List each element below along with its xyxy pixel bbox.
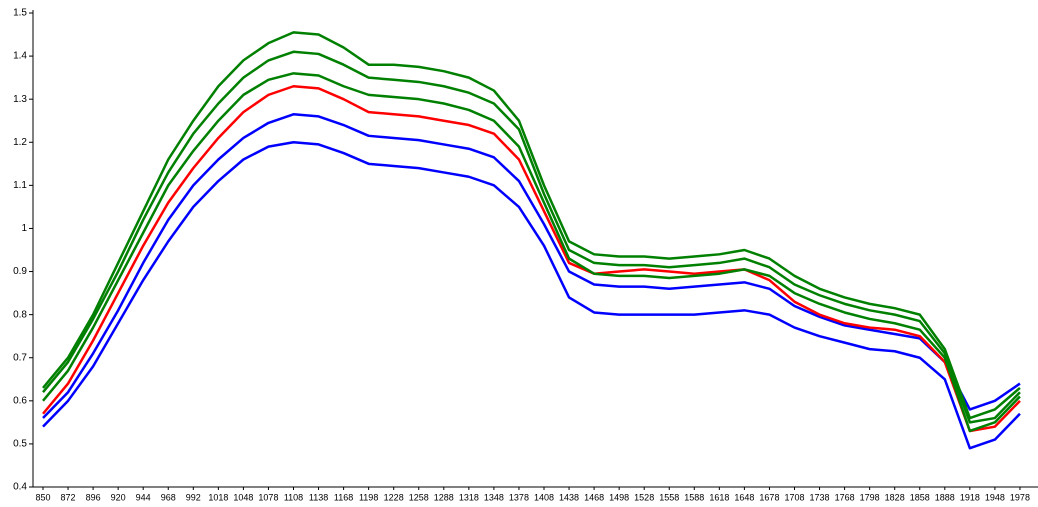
x-tick-label: 1348 — [484, 492, 504, 502]
x-tick-label: 1648 — [734, 492, 754, 502]
x-tick-label: 1528 — [634, 492, 654, 502]
x-tick-label: 1948 — [985, 492, 1005, 502]
spectrum-line — [42, 50, 1021, 424]
spectrum-line — [42, 141, 1021, 450]
x-tick-label: 1258 — [409, 492, 429, 502]
x-tick-label: 896 — [86, 492, 101, 502]
y-tick-label: 0.4 — [13, 482, 27, 493]
y-tick-label: 0.6 — [13, 395, 27, 406]
spectrum-line — [42, 72, 1021, 433]
y-tick-label: 1.2 — [13, 137, 27, 148]
y-tick-label: 0.7 — [13, 352, 27, 363]
x-tick-label: 1888 — [935, 492, 955, 502]
x-tick-label: 1498 — [609, 492, 629, 502]
x-tick-label: 1738 — [810, 492, 830, 502]
x-tick-label: 1228 — [384, 492, 404, 502]
x-tick-label: 920 — [111, 492, 126, 502]
x-tick-label: 1618 — [709, 492, 729, 502]
spectrum-line — [42, 113, 1021, 419]
x-tick-label: 1138 — [309, 492, 328, 502]
x-tick-label: 1018 — [208, 492, 228, 502]
x-tick-label: 1468 — [584, 492, 604, 502]
y-tick-label: 1.1 — [13, 180, 27, 191]
x-tick-label: 1978 — [1010, 492, 1030, 502]
y-tick-label: 1.5 — [13, 8, 27, 19]
x-tick-label: 1588 — [684, 492, 704, 502]
x-tick-label: 1918 — [960, 492, 980, 502]
x-tick-label: 1828 — [885, 492, 905, 502]
y-tick-label: 0.8 — [13, 309, 27, 320]
x-tick-label: 1108 — [284, 492, 303, 502]
x-tick-label: 1708 — [784, 492, 804, 502]
x-tick-label: 850 — [35, 492, 50, 502]
x-tick-label: 1198 — [359, 492, 378, 502]
y-tick-label: 0.5 — [13, 439, 27, 450]
x-tick-label: 1378 — [509, 492, 529, 502]
x-tick-label: 944 — [136, 492, 151, 502]
x-tick-label: 1558 — [659, 492, 679, 502]
x-tick-label: 1858 — [910, 492, 930, 502]
y-tick-label: 1.4 — [13, 51, 27, 62]
x-tick-label: 992 — [186, 492, 201, 502]
x-tick-label: 1408 — [534, 492, 554, 502]
spectrum-line — [42, 31, 1021, 420]
x-tick-label: 1078 — [258, 492, 278, 502]
y-tick-label: 1.3 — [13, 94, 27, 105]
x-tick-label: 1168 — [334, 492, 353, 502]
x-tick-label: 968 — [161, 492, 176, 502]
x-tick-label: 1048 — [233, 492, 253, 502]
x-tick-label: 1318 — [459, 492, 479, 502]
x-tick-label: 872 — [61, 492, 76, 502]
x-tick-label: 1288 — [434, 492, 454, 502]
y-tick-label: 1 — [21, 223, 27, 234]
x-tick-label: 1678 — [759, 492, 779, 502]
spectrum-line — [42, 85, 1021, 433]
x-tick-label: 1798 — [860, 492, 880, 502]
x-tick-label: 1438 — [559, 492, 579, 502]
y-tick-label: 0.9 — [13, 266, 27, 277]
x-tick-label: 1768 — [835, 492, 855, 502]
